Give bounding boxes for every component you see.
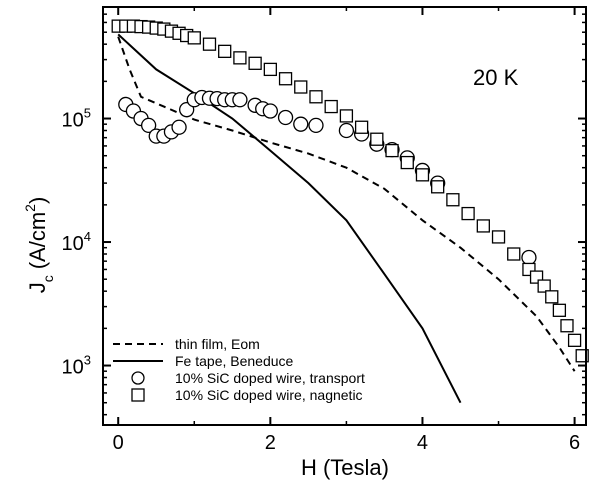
series-0 <box>117 36 576 372</box>
magnetic-point <box>476 219 490 233</box>
x-tick-label-3: 6 <box>569 432 580 454</box>
magnetic-point <box>294 80 308 94</box>
magnetic-point <box>567 333 582 347</box>
magnetic-point <box>370 132 384 146</box>
magnetic-point <box>545 290 559 304</box>
series-line-thin-film <box>117 36 576 372</box>
y-tick-label-base: 10 <box>62 110 84 132</box>
magnetic-point <box>446 193 460 207</box>
y-tick-label-base: 10 <box>62 357 84 379</box>
magnetic-point <box>491 230 506 244</box>
legend-label-1: Fe tape, Beneduce <box>175 353 294 369</box>
y-tick-label-exponent: 3 <box>84 353 91 368</box>
magnetic-point <box>324 99 338 114</box>
magnetic-point <box>248 56 262 70</box>
magnetic-point <box>560 319 574 333</box>
transport-point <box>262 103 278 119</box>
legend-label-2: 10% SiC doped wire, transport <box>175 370 365 386</box>
plot-frame <box>102 6 587 426</box>
transport-point <box>338 122 355 139</box>
y-axis-title-unit: (A/cm <box>25 212 50 269</box>
magnetic-point <box>233 51 247 65</box>
y-axis-title-main: J <box>25 282 50 293</box>
svg-text:Jc(A/cm2): Jc (A/cm2) <box>22 197 56 294</box>
transport-point <box>293 116 309 132</box>
magnetic-point <box>385 143 399 158</box>
y-axis-title: Jc (A/cm2) <box>22 197 56 294</box>
y-axis-title-superscript: 2 <box>22 204 38 212</box>
transport-point <box>521 249 537 266</box>
y-axis-title-subscript: c <box>40 275 56 282</box>
x-tick-label-2: 4 <box>417 432 428 454</box>
x-axis-title: H (Tesla) <box>301 455 389 480</box>
magnetic-point <box>202 37 217 51</box>
transport-point <box>308 117 324 134</box>
transport-point <box>277 109 294 126</box>
y-tick-label-exponent: 5 <box>84 106 91 121</box>
y-axis-title-close: ) <box>25 197 50 204</box>
legend-swatch-circle <box>131 371 145 385</box>
legend-swatch-square <box>131 388 145 402</box>
magnetic-point <box>507 247 521 261</box>
magnetic-point <box>431 180 445 194</box>
transport-point <box>140 117 157 134</box>
magnetic-point <box>309 90 323 104</box>
magnetic-point <box>354 120 369 134</box>
y-tick-label-2: 105 <box>62 106 91 132</box>
magnetic-point <box>415 168 430 182</box>
magnetic-point <box>263 62 277 77</box>
plot-marks <box>111 19 589 404</box>
transport-point <box>232 92 248 108</box>
magnetic-point <box>339 109 354 123</box>
magnetic-point <box>552 303 567 317</box>
transport-point <box>171 119 187 135</box>
x-tick-label-1: 2 <box>265 432 276 454</box>
series-3 <box>111 19 589 363</box>
magnetic-point <box>218 44 232 58</box>
y-tick-label-base: 10 <box>62 233 84 255</box>
magnetic-point <box>537 279 551 293</box>
y-tick-label-exponent: 4 <box>84 229 91 244</box>
y-tick-label-0: 103 <box>62 353 91 379</box>
x-tick-label-0: 0 <box>113 432 124 454</box>
magnetic-point <box>400 155 414 170</box>
magnetic-point <box>278 72 293 86</box>
magnetic-point <box>461 206 475 221</box>
series-2 <box>118 89 537 266</box>
legend-label-0: thin film, Eom <box>175 336 260 352</box>
series-1 <box>117 33 462 404</box>
magnetic-point <box>187 31 201 45</box>
y-tick-label-1: 104 <box>62 229 91 255</box>
temperature-annotation: 20 K <box>473 65 519 90</box>
series-line-fe-tape <box>117 33 462 404</box>
legend-label-3: 10% SiC doped wire, nagnetic <box>175 387 363 403</box>
